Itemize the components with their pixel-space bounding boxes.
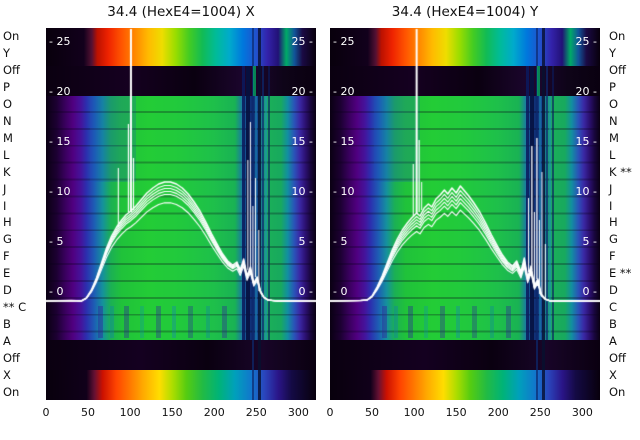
channel-label: K **	[609, 164, 632, 179]
channel-label: H	[3, 215, 12, 230]
y-tick-label: - 25	[49, 35, 71, 48]
y-tick-label: 15 -	[575, 135, 597, 148]
x-tick-label: 300	[287, 406, 309, 419]
heatmap-panel-y: - 25 25 - - 20 20 - - 15 15 - - 10 10 - - 5 5 - - …	[330, 28, 600, 400]
channel-label: O	[609, 97, 619, 112]
channel-label: On	[3, 384, 20, 399]
y-tick-label: - 5	[333, 235, 348, 248]
y-tick-label: 0 -	[582, 285, 597, 298]
channel-label: G	[609, 232, 618, 247]
channel-label: N	[3, 114, 12, 128]
y-tick-label: 25 -	[575, 35, 597, 48]
channel-label: N	[609, 114, 618, 128]
y-tick-label: - 10	[49, 185, 71, 198]
channel-label: M	[3, 130, 13, 145]
y-tick-label: 10 -	[291, 185, 313, 198]
y-tick-label: 0 -	[298, 285, 313, 298]
panel-title-y: 34.4 (HexE4=1004) Y	[391, 4, 539, 20]
heatmap-panel-x: - 25 25 - - 20 20 - - 15 15 - - 10 10 - - 5 5 - - …	[46, 28, 316, 400]
channel-label: Off	[3, 63, 20, 78]
channel-label: X	[609, 367, 617, 382]
channel-label: D	[609, 283, 618, 298]
y-tick-label: 10 -	[575, 185, 597, 198]
channel-label: ** C	[3, 300, 27, 314]
channel-label: M	[609, 130, 619, 145]
x-tick-label: 100	[403, 406, 425, 419]
y-tick-label: - 15	[49, 135, 71, 148]
x-tick-label: 200	[203, 406, 225, 419]
y-tick-label: 20 -	[575, 85, 597, 98]
channel-labels-right: On Y Off P O N M L K ** J I H G F E ** D C B A Off X On	[609, 0, 639, 440]
channel-label: C	[609, 300, 618, 314]
channel-label: Y	[609, 46, 617, 61]
channel-label: I	[3, 198, 7, 213]
channel-label: A	[609, 333, 617, 348]
channel-label: D	[3, 283, 12, 298]
y-tick-label: - 0	[333, 285, 348, 298]
channel-label: X	[3, 367, 11, 382]
y-tick-label: - 20	[333, 85, 355, 98]
channel-label: J	[609, 181, 613, 196]
x-tick-label: 50	[81, 406, 96, 419]
channel-label: H	[609, 215, 618, 230]
channel-label: On	[609, 384, 626, 399]
channel-label: On	[609, 29, 626, 44]
y-tick-label: 20 -	[291, 85, 313, 98]
channel-label: K	[3, 164, 11, 179]
x-tick-label: 300	[571, 406, 593, 419]
x-axis-ticks-right-panel: 0 50 100 150 200 250 300	[326, 406, 600, 422]
x-tick-label: 250	[529, 406, 551, 419]
channel-label: J	[3, 181, 7, 196]
x-tick-label: 250	[245, 406, 267, 419]
y-tick-label: 15 -	[291, 135, 313, 148]
x-tick-label: 100	[119, 406, 141, 419]
channel-label: A	[3, 333, 11, 348]
y-tick-label: 5 -	[298, 235, 313, 248]
x-tick-label: 0	[42, 406, 50, 419]
channel-label: G	[3, 232, 12, 247]
channel-label: Off	[609, 63, 626, 78]
channel-label: B	[3, 316, 11, 331]
y-tick-label: 25 -	[291, 35, 313, 48]
x-axis-ticks-left-panel: 0 50 100 150 200 250 300	[42, 406, 316, 422]
panel-title-x: 34.4 (HexE4=1004) X	[107, 4, 255, 20]
channel-label: B	[609, 316, 617, 331]
channel-label: P	[3, 80, 10, 95]
y-tick-label: - 5	[49, 235, 64, 248]
channel-label: O	[3, 97, 13, 112]
channel-label: L	[609, 147, 616, 162]
x-tick-label: 150	[445, 406, 467, 419]
channel-label: F	[609, 249, 616, 264]
channel-label: Off	[609, 350, 626, 365]
x-tick-label: 0	[326, 406, 334, 419]
y-tick-label: - 15	[333, 135, 355, 148]
channel-label: I	[609, 198, 613, 213]
channel-label: P	[609, 80, 616, 95]
profile-overlay-canvas	[46, 28, 316, 400]
channel-label: On	[3, 29, 20, 44]
y-tick-label: - 20	[49, 85, 71, 98]
channel-labels-left: On Y Off P O N M L K J I H G F E D ** C B A Off X On	[3, 0, 33, 440]
channel-label: L	[3, 147, 10, 162]
channel-label: Off	[3, 350, 20, 365]
y-tick-label: - 0	[49, 285, 64, 298]
y-tick-label: 5 -	[582, 235, 597, 248]
channel-label: E **	[609, 266, 632, 281]
profile-overlay-canvas	[330, 28, 600, 400]
channel-label: E	[3, 266, 11, 281]
x-tick-label: 150	[161, 406, 183, 419]
x-tick-label: 200	[487, 406, 509, 419]
x-tick-label: 50	[365, 406, 380, 419]
channel-label: F	[3, 249, 10, 264]
channel-label: Y	[3, 46, 11, 61]
y-tick-label: - 10	[333, 185, 355, 198]
y-tick-label: - 25	[333, 35, 355, 48]
